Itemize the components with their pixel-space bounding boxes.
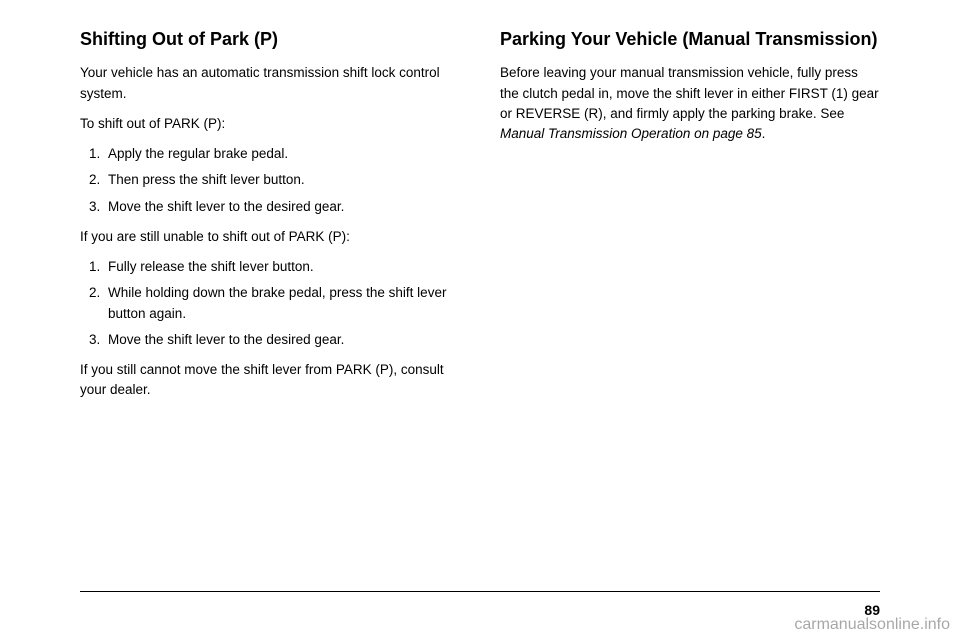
left-heading: Shifting Out of Park (P) xyxy=(80,28,460,51)
list-item: While holding down the brake pedal, pres… xyxy=(104,283,460,324)
left-column: Shifting Out of Park (P) Your vehicle ha… xyxy=(80,28,460,411)
list-item: Fully release the shift lever button. xyxy=(104,257,460,277)
left-list1: Apply the regular brake pedal. Then pres… xyxy=(104,144,460,217)
left-p1: Your vehicle has an automatic transmissi… xyxy=(80,63,460,104)
right-p1-c: . xyxy=(762,126,766,141)
list-item: Move the shift lever to the desired gear… xyxy=(104,197,460,217)
page-columns: Shifting Out of Park (P) Your vehicle ha… xyxy=(80,28,880,411)
left-p4: If you still cannot move the shift lever… xyxy=(80,360,460,401)
right-column: Parking Your Vehicle (Manual Transmissio… xyxy=(500,28,880,411)
right-p1-a: Before leaving your manual transmission … xyxy=(500,65,879,121)
footer-rule xyxy=(80,591,880,592)
watermark: carmanualsonline.info xyxy=(794,616,950,634)
left-p2: To shift out of PARK (P): xyxy=(80,114,460,134)
right-p1: Before leaving your manual transmission … xyxy=(500,63,880,144)
left-p3: If you are still unable to shift out of … xyxy=(80,227,460,247)
list-item: Move the shift lever to the desired gear… xyxy=(104,330,460,350)
right-heading: Parking Your Vehicle (Manual Transmissio… xyxy=(500,28,880,51)
list-item: Apply the regular brake pedal. xyxy=(104,144,460,164)
list-item: Then press the shift lever button. xyxy=(104,170,460,190)
right-p1-b: Manual Transmission Operation on page 85 xyxy=(500,126,762,141)
left-list2: Fully release the shift lever button. Wh… xyxy=(104,257,460,350)
